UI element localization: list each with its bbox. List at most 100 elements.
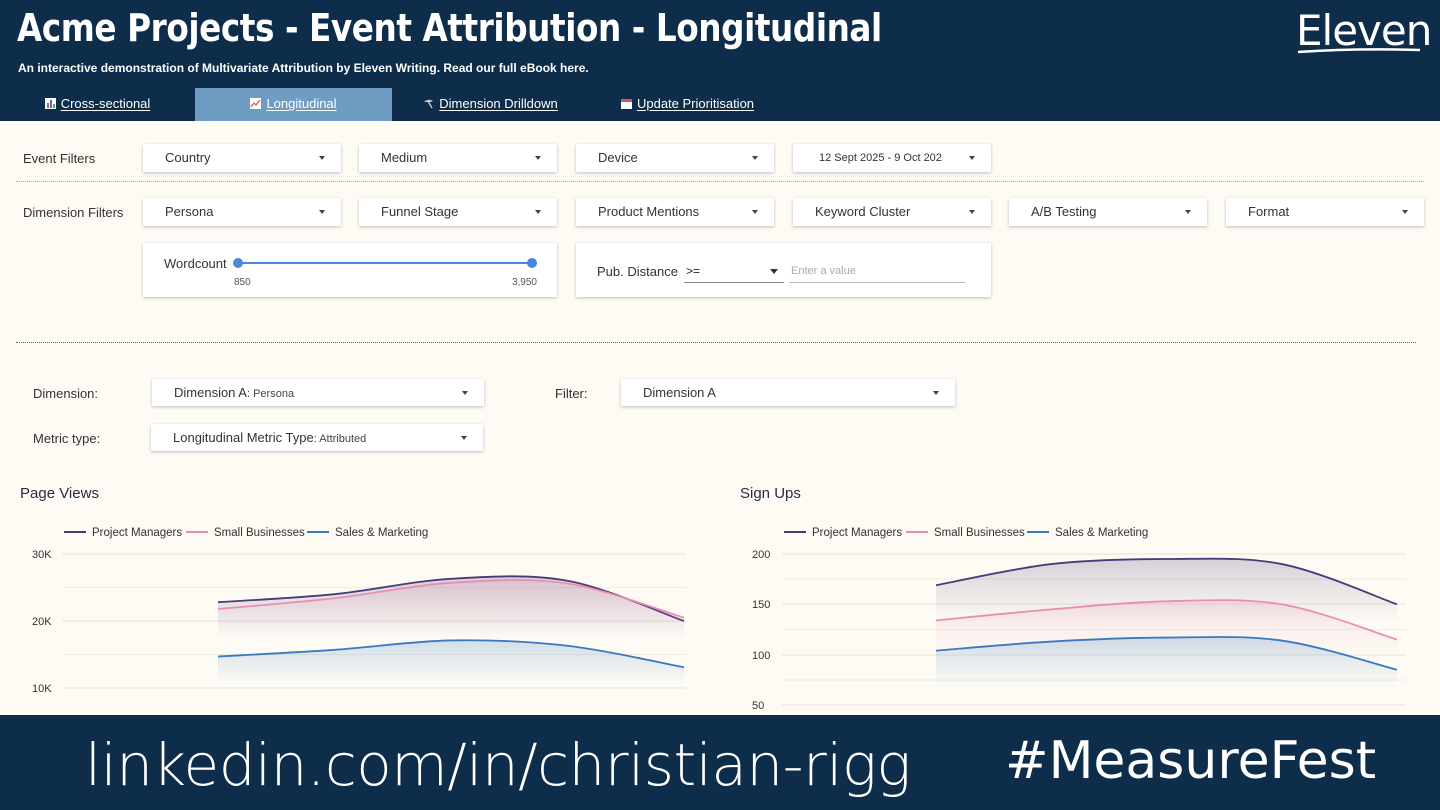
series-line: [935, 557, 1398, 606]
series-line: [935, 599, 1398, 641]
series-line: [935, 636, 1398, 671]
product-mentions-dropdown-label: Product Mentions: [598, 204, 700, 219]
ab-testing-dropdown[interactable]: A/B Testing: [1009, 198, 1207, 226]
dimension-label: Dimension:: [33, 386, 99, 401]
medium-dropdown-label: Medium: [381, 150, 428, 165]
pub-distance-card: Pub. Distance >= Enter a value: [576, 243, 991, 297]
pub-distance-operator-select[interactable]: >=: [684, 261, 784, 283]
wordcount-max-value: 3,950: [511, 277, 537, 288]
dimension-sub: : Persona: [246, 388, 295, 400]
dimension-selector[interactable]: Dimension A: Persona: [152, 379, 484, 406]
legend-label: Project Managers: [92, 527, 182, 539]
y-tick-label: 100: [752, 650, 770, 662]
page-views-chart: 30K 20K 10K Project Managers Small Businesse…: [32, 527, 686, 695]
wordcount-max-handle[interactable]: [527, 258, 537, 268]
bar-chart-icon: [44, 98, 56, 109]
linkedin-url: linkedin.com/in/christian-rigg: [85, 731, 911, 799]
legend-label: Project Managers: [812, 527, 902, 539]
chevron-down-icon: [969, 156, 975, 160]
wordcount-track[interactable]: [238, 262, 532, 264]
wordcount-slider-card: Wordcount 850 3,950: [143, 243, 557, 297]
chevron-down-icon: [933, 391, 939, 395]
y-tick-label: 20K: [32, 616, 52, 628]
tab-bar: Cross-sectional Longitudinal Dimension D…: [0, 88, 800, 121]
chevron-down-icon: [319, 156, 325, 160]
page-views-chart-title: Page Views: [20, 485, 99, 502]
device-dropdown-label: Device: [598, 150, 638, 165]
chevron-down-icon: [752, 210, 758, 214]
divider: [16, 181, 1424, 182]
y-tick-label: 10K: [32, 683, 52, 695]
pub-distance-value-input[interactable]: Enter a value: [789, 261, 965, 283]
chevron-down-icon: [535, 156, 541, 160]
chevron-down-icon: [535, 210, 541, 214]
filter-label: Filter:: [555, 386, 588, 401]
chevron-down-icon: [462, 391, 468, 395]
format-dropdown-label: Format: [1248, 204, 1290, 219]
page-title: Acme Projects - Event Attribution - Long…: [17, 6, 882, 50]
chevron-down-icon: [1185, 210, 1191, 214]
tab-longitudinal[interactable]: Longitudinal: [195, 88, 392, 121]
header-bar: Acme Projects - Event Attribution - Long…: [0, 0, 1440, 121]
logo-swoosh-icon: [1297, 48, 1421, 54]
dimension-value: Dimension A: [174, 385, 247, 400]
series-area: [936, 636, 1397, 688]
y-tick-label: 30K: [32, 549, 52, 561]
section-divider: [16, 342, 1416, 343]
pub-distance-label: Pub. Distance: [597, 264, 678, 279]
chevron-down-icon: [969, 210, 975, 214]
device-dropdown[interactable]: Device: [576, 144, 774, 172]
tab-dimension-drilldown[interactable]: Dimension Drilldown: [392, 88, 589, 121]
wordcount-min-value: 850: [234, 277, 251, 288]
line-chart-icon: [250, 98, 262, 109]
date-range-label: 12 Sept 2025 - 9 Oct 202: [819, 152, 942, 164]
series-line: [217, 579, 685, 619]
hashtag: #MeasureFest: [1005, 731, 1377, 791]
wordcount-label: Wordcount: [164, 256, 227, 271]
operator-value: >=: [686, 264, 701, 278]
wordcount-min-handle[interactable]: [233, 258, 243, 268]
y-tick-label: 200: [752, 549, 770, 561]
funnel-stage-dropdown[interactable]: Funnel Stage: [359, 198, 557, 226]
series-area: [218, 640, 684, 686]
y-tick-label: 150: [752, 599, 770, 611]
format-dropdown[interactable]: Format: [1226, 198, 1424, 226]
event-filters-label: Event Filters: [23, 151, 96, 166]
keyword-cluster-dropdown-label: Keyword Cluster: [815, 204, 911, 219]
legend-label: Sales & Marketing: [1055, 527, 1148, 539]
ab-testing-dropdown-label: A/B Testing: [1031, 204, 1097, 219]
chevron-down-icon: [319, 210, 325, 214]
tab-update-prioritisation[interactable]: Update Prioritisation: [589, 88, 786, 121]
keyword-cluster-dropdown[interactable]: Keyword Cluster: [793, 198, 991, 226]
chevron-down-icon: [1402, 210, 1408, 214]
legend-label: Sales & Marketing: [335, 527, 428, 539]
country-dropdown-label: Country: [165, 150, 211, 165]
chevron-down-icon: [461, 436, 467, 440]
sign-ups-chart: 200 150 100 50 Project Managers Small Busines…: [752, 527, 1406, 712]
product-mentions-dropdown[interactable]: Product Mentions: [576, 198, 774, 226]
chevron-down-icon: [770, 269, 778, 274]
filter-selector[interactable]: Dimension A: [621, 379, 955, 406]
dimension-filters-label: Dimension Filters: [23, 205, 124, 220]
calendar-icon: [620, 99, 632, 109]
logo-text: Eleven: [1296, 6, 1432, 55]
sign-ups-chart-title: Sign Ups: [740, 485, 801, 502]
page-subtitle[interactable]: An interactive demonstration of Multivar…: [18, 61, 589, 75]
tab-label: Update Prioritisation: [636, 96, 755, 111]
pick-icon: [424, 99, 434, 109]
metric-type-value: Longitudinal Metric Type: [173, 430, 314, 445]
persona-dropdown-label: Persona: [165, 204, 214, 219]
country-dropdown[interactable]: Country: [143, 144, 341, 172]
metric-type-label: Metric type:: [33, 431, 101, 446]
series-line: [217, 639, 685, 669]
footer-banner: linkedin.com/in/christian-rigg #MeasureF…: [0, 715, 1440, 810]
metric-type-selector[interactable]: Longitudinal Metric Type: Attributed: [151, 424, 483, 451]
date-range-picker[interactable]: 12 Sept 2025 - 9 Oct 202: [793, 144, 991, 172]
tab-cross-sectional[interactable]: Cross-sectional: [0, 88, 195, 121]
funnel-stage-dropdown-label: Funnel Stage: [381, 204, 459, 219]
tab-label: Cross-sectional: [60, 96, 151, 111]
persona-dropdown[interactable]: Persona: [143, 198, 341, 226]
filter-value: Dimension A: [643, 385, 716, 400]
medium-dropdown[interactable]: Medium: [359, 144, 557, 172]
y-tick-label: 50: [752, 700, 764, 712]
